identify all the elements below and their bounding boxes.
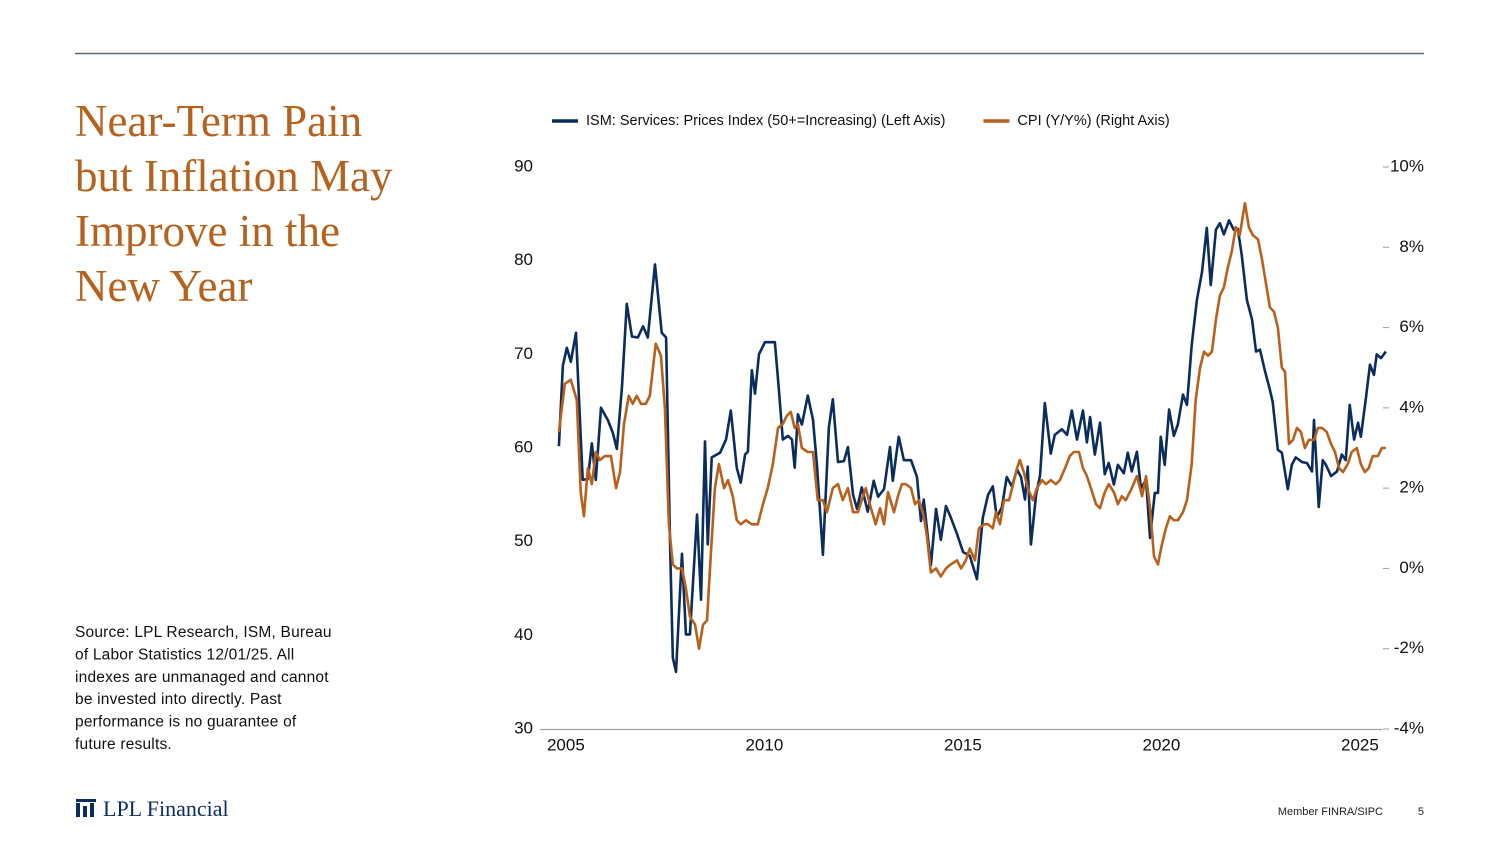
member-text: Member FINRA/SIPC — [1278, 806, 1383, 818]
source-line: of Labor Statistics 12/01/25. All — [75, 646, 294, 663]
y2-tick-label: 10% — [1390, 156, 1424, 175]
y2-tick-label: 6% — [1399, 317, 1424, 336]
source-line: future results. — [75, 736, 172, 753]
y2-tick-label: -4% — [1394, 718, 1424, 737]
logo-icon — [76, 799, 96, 817]
x-tick-label: 2010 — [745, 735, 783, 754]
series-line — [557, 219, 1387, 674]
source-line: Source: LPL Research, ISM, Bureau — [75, 624, 332, 641]
x-tick-label: 2005 — [547, 735, 585, 754]
y-tick-label: 70 — [514, 344, 533, 363]
title-line: but Inflation May — [75, 151, 393, 201]
legend-label: CPI (Y/Y%) (Right Axis) — [1017, 113, 1169, 129]
source-line: be invested into directly. Past — [75, 691, 282, 708]
y-tick-label: 80 — [514, 250, 533, 269]
y-tick-label: 30 — [514, 718, 533, 737]
logo-text: LPL Financial — [103, 796, 229, 821]
y2-tick-label: 2% — [1399, 478, 1424, 497]
y-tick-label: 60 — [514, 437, 533, 456]
source-line: performance is no guarantee of — [75, 714, 297, 731]
x-tick-label: 2015 — [944, 735, 982, 754]
source-line: indexes are unmanaged and cannot — [75, 669, 329, 686]
series-line — [557, 201, 1386, 651]
y-tick-label: 90 — [514, 156, 533, 175]
x-tick-label: 2020 — [1142, 735, 1180, 754]
x-tick-label: 2025 — [1341, 735, 1379, 754]
legend-label: ISM: Services: Prices Index (50+=Increas… — [586, 113, 945, 129]
page-number: 5 — [1418, 806, 1424, 818]
title-line: New Year — [75, 261, 252, 311]
y2-tick-label: 0% — [1399, 558, 1424, 577]
y2-tick-label: 4% — [1399, 397, 1424, 416]
y-tick-label: 40 — [514, 625, 533, 644]
title-line: Near-Term Pain — [75, 96, 362, 146]
y-tick-label: 50 — [514, 531, 533, 550]
y2-tick-label: -2% — [1394, 638, 1424, 657]
y2-tick-label: 8% — [1399, 237, 1424, 256]
title-line: Improve in the — [75, 206, 340, 256]
